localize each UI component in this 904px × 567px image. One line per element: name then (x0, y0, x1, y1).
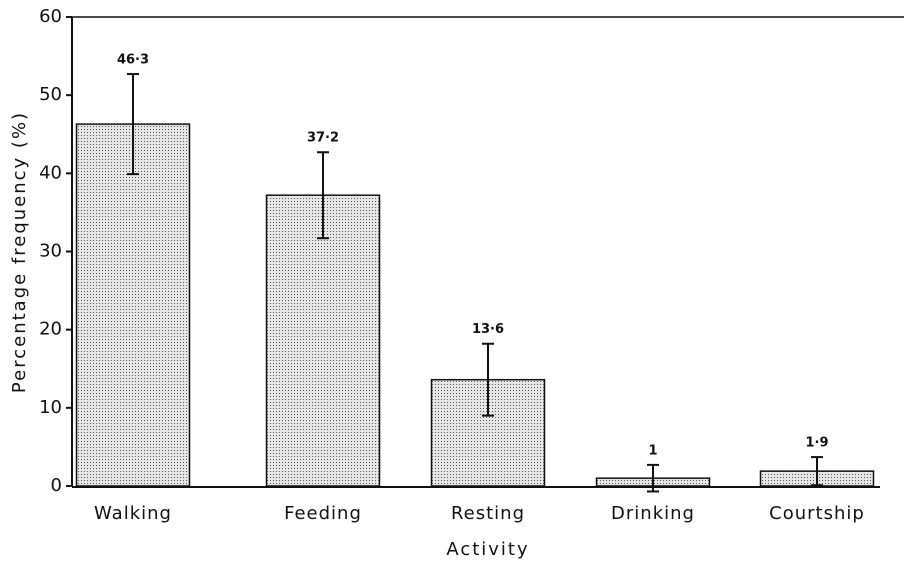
value-label: 1·9 (805, 436, 828, 451)
x-tick-label: Feeding (284, 503, 362, 524)
value-label: 37·2 (307, 131, 339, 146)
x-tick-label: Walking (94, 503, 172, 524)
value-label: 1 (648, 443, 657, 458)
y-tick-label: 50 (39, 84, 62, 105)
y-tick-label: 0 (51, 475, 62, 496)
x-tick-label: Resting (451, 503, 525, 524)
y-tick-label: 30 (39, 241, 62, 262)
value-label: 46·3 (117, 53, 149, 68)
value-label: 13·6 (472, 322, 504, 337)
y-tick-label: 10 (39, 397, 62, 418)
y-tick-label: 40 (39, 162, 62, 183)
chart: Activity Percentage frequency (%) 0 10 20 3… (0, 0, 904, 567)
bar (77, 124, 190, 486)
x-axis-title: Activity (446, 539, 529, 560)
x-tick-label: Courtship (769, 503, 865, 524)
x-tick-label: Drinking (611, 503, 695, 524)
y-tick-label: 60 (39, 6, 62, 27)
y-axis-title: Percentage frequency (%) (9, 111, 30, 393)
y-tick-label: 20 (39, 319, 62, 340)
